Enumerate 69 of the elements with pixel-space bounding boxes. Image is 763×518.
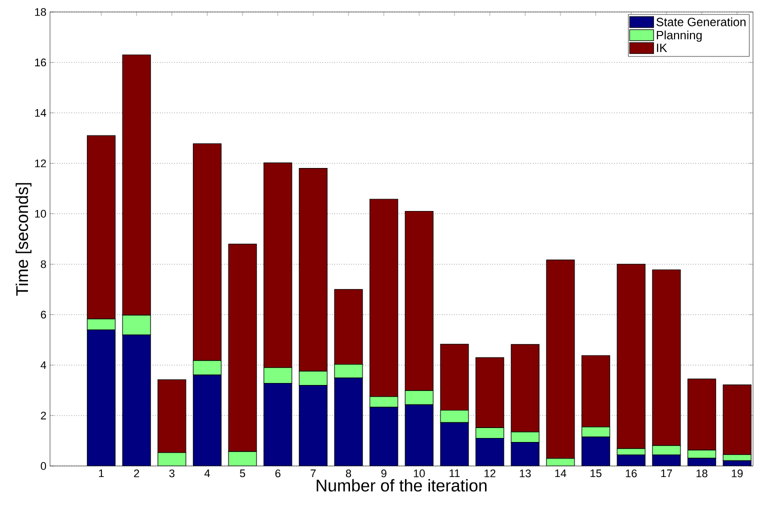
bar xyxy=(158,379,186,453)
y-tick-label: 6 xyxy=(40,310,46,319)
bar xyxy=(334,378,363,466)
y-axis-title: Time [seconds] xyxy=(16,183,32,296)
bar xyxy=(652,454,680,466)
bar xyxy=(87,330,116,466)
bar xyxy=(440,344,469,411)
x-tick-label: 7 xyxy=(310,470,316,478)
bar xyxy=(582,355,610,428)
x-tick-label: 14 xyxy=(555,470,566,478)
y-tick-label: 10 xyxy=(35,210,46,218)
x-tick-label: 8 xyxy=(346,470,352,478)
bar xyxy=(476,427,504,439)
y-tick-label: 2 xyxy=(40,412,46,420)
bar xyxy=(476,438,504,466)
y-tick-label: 0 xyxy=(40,462,46,470)
bar xyxy=(158,452,186,466)
x-tick-label: 18 xyxy=(696,470,708,478)
x-tick-label: 2 xyxy=(134,470,140,478)
bar xyxy=(510,432,540,443)
bar xyxy=(405,404,434,466)
bar xyxy=(511,442,540,466)
bar xyxy=(334,364,363,378)
legend-label: Planning xyxy=(656,30,702,42)
bar xyxy=(687,378,716,450)
x-tick-label: 9 xyxy=(381,470,386,478)
x-tick-label: 13 xyxy=(520,470,531,478)
bar xyxy=(192,360,222,376)
x-tick-label: 4 xyxy=(204,470,210,478)
bar xyxy=(122,334,151,466)
y-tick-label: 14 xyxy=(35,109,46,117)
bar xyxy=(687,450,716,458)
x-tick-label: 6 xyxy=(275,470,280,478)
x-tick-label: 15 xyxy=(590,470,602,478)
bar xyxy=(193,374,222,466)
x-tick-label: 19 xyxy=(732,470,743,478)
bar xyxy=(298,370,328,386)
bar xyxy=(122,314,151,336)
bar xyxy=(476,357,504,428)
bar xyxy=(440,422,468,466)
bar xyxy=(370,407,398,466)
x-tick-label: 5 xyxy=(240,470,246,478)
x-tick-label: 1 xyxy=(99,470,104,478)
bar xyxy=(510,344,540,432)
x-tick-label: 11 xyxy=(450,470,460,478)
x-axis-title: Number of the iteration xyxy=(316,479,487,492)
bar xyxy=(264,367,292,384)
x-tick-label: 10 xyxy=(414,470,425,478)
y-tick-label: 18 xyxy=(35,8,46,16)
x-tick-label: 3 xyxy=(169,470,174,478)
y-tick-label: 16 xyxy=(35,58,46,66)
legend-label: IK xyxy=(657,44,668,52)
bar xyxy=(86,318,116,330)
x-tick-label: 17 xyxy=(661,470,672,478)
bar xyxy=(440,410,469,423)
bar xyxy=(582,426,610,438)
bar xyxy=(617,454,646,466)
bar xyxy=(404,390,434,405)
x-tick-label: 16 xyxy=(626,470,637,478)
bar xyxy=(228,452,257,466)
bar xyxy=(264,383,292,466)
bar xyxy=(370,396,398,408)
bar xyxy=(582,436,610,466)
bar xyxy=(299,385,328,466)
y-tick-label: 4 xyxy=(40,361,46,369)
x-tick-label: 12 xyxy=(484,470,496,478)
y-tick-label: 12 xyxy=(35,160,46,168)
legend-label: State Generation xyxy=(656,17,746,26)
y-tick-label: 8 xyxy=(40,260,46,268)
